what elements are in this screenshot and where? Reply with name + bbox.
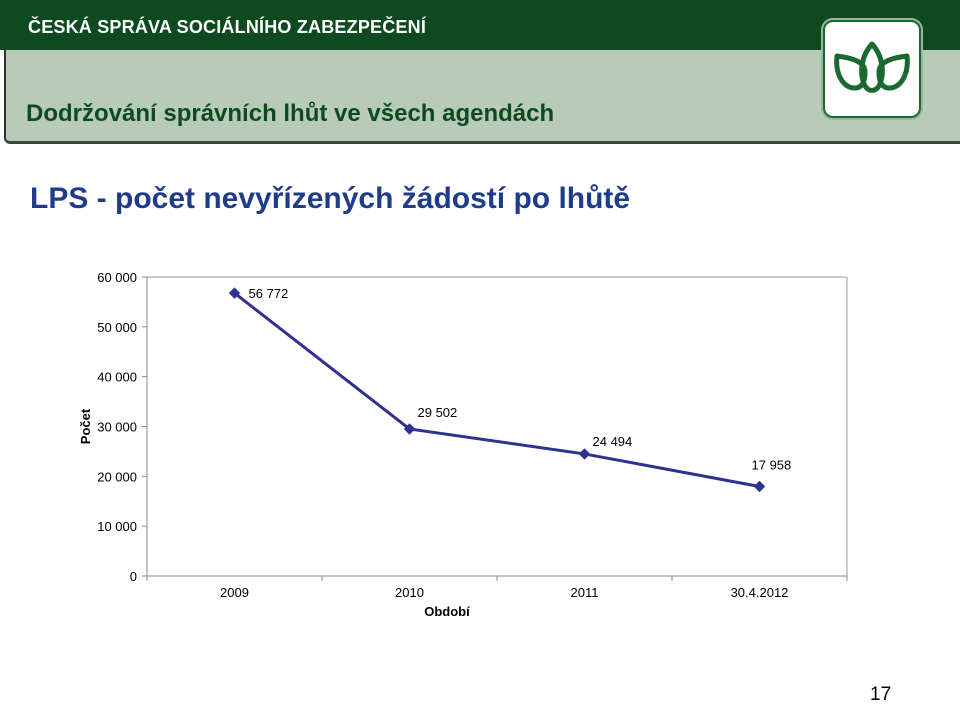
data-label: 29 502 — [418, 405, 458, 420]
y-tick-label: 10 000 — [97, 519, 137, 534]
x-axis-title: Období — [424, 604, 470, 619]
slide-title: LPS - počet nevyřízených žádostí po lhůt… — [30, 182, 631, 215]
organization-name: ČESKÁ SPRÁVA SOCIÁLNÍHO ZABEZPEČENÍ — [28, 17, 427, 37]
y-tick-label: 0 — [130, 569, 137, 584]
y-tick-label: 50 000 — [97, 320, 137, 335]
logo — [823, 20, 921, 118]
data-label: 56 772 — [249, 286, 289, 301]
data-label: 17 958 — [752, 458, 792, 473]
x-tick-label: 30.4.2012 — [731, 585, 789, 600]
y-tick-label: 20 000 — [97, 469, 137, 484]
data-label: 24 494 — [593, 434, 633, 449]
data-point — [228, 287, 241, 299]
y-axis-title: Počet — [78, 408, 93, 444]
x-tick-label: 2009 — [220, 585, 249, 600]
x-tick-label: 2011 — [571, 585, 599, 600]
data-point — [403, 423, 416, 435]
header-bar: ČESKÁ SPRÁVA SOCIÁLNÍHO ZABEZPEČENÍ — [0, 0, 960, 50]
y-tick-label: 40 000 — [97, 370, 137, 385]
y-tick-label: 60 000 — [97, 270, 137, 285]
series-line — [233, 291, 760, 488]
x-tick-label: 2010 — [395, 585, 424, 600]
leaf-logo-icon — [834, 41, 910, 93]
page-number: 17 — [870, 684, 892, 705]
data-point — [753, 480, 766, 493]
y-tick-label: 30 000 — [97, 420, 137, 435]
header-band — [4, 50, 960, 144]
header-subtitle: Dodržování správních lhůt ve všech agend… — [26, 100, 555, 127]
data-point — [578, 448, 591, 460]
